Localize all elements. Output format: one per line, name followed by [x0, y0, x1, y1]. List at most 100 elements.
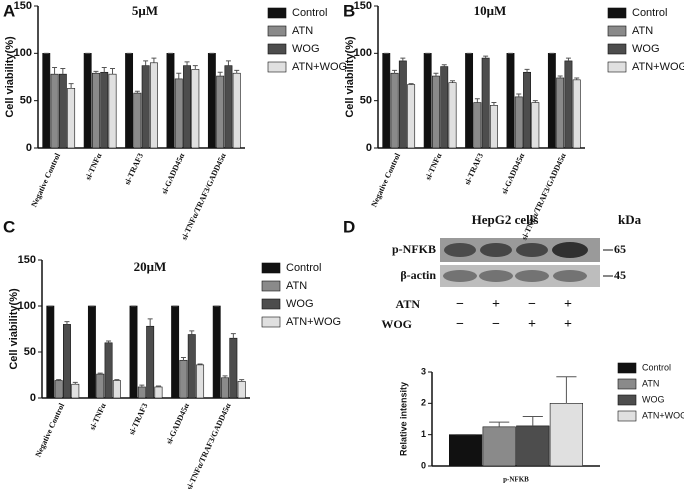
y-tick-label: 150	[354, 0, 372, 12]
bar	[62, 324, 71, 399]
y-axis-label: Cell viability(%)	[344, 36, 356, 118]
legend-label: Control	[292, 7, 327, 19]
error-bar	[151, 57, 157, 63]
bar	[191, 69, 200, 149]
bar	[50, 73, 59, 149]
band-kda: 45	[614, 268, 626, 282]
error-bar	[114, 379, 120, 381]
legend-label: ATN+WOG	[292, 61, 347, 73]
legend-swatch	[267, 7, 287, 19]
y-tick-label: 0	[421, 460, 426, 470]
treatment-sign: −	[456, 317, 464, 332]
bar	[133, 92, 142, 149]
error-bar	[222, 375, 228, 378]
bar	[154, 386, 163, 399]
error-bar	[234, 69, 240, 74]
legend-swatch	[607, 7, 627, 19]
y-tick-label: 100	[14, 47, 32, 59]
legend-label: Control	[632, 7, 667, 19]
x-tick-label: si-TRAF3	[123, 152, 145, 186]
bar	[146, 325, 155, 399]
chart-title: 10μM	[474, 3, 507, 18]
bar	[448, 434, 483, 467]
x-tick-label: si-TNFα	[423, 151, 443, 181]
panel-label: D	[343, 217, 355, 236]
legend-swatch	[617, 378, 637, 390]
bar	[432, 75, 440, 149]
y-tick-label: 2	[421, 398, 426, 408]
error-bar	[180, 357, 186, 361]
bar	[58, 73, 67, 149]
legend-label: WOG	[292, 43, 320, 55]
treatment-sign: −	[528, 297, 536, 312]
legend-swatch	[617, 410, 637, 422]
panel-label: A	[3, 1, 15, 20]
legend-swatch	[261, 280, 281, 292]
bar	[523, 71, 531, 149]
bar	[183, 65, 191, 149]
bar	[572, 79, 581, 149]
x-tick-label: Negative Control	[369, 151, 402, 208]
chart-title: 20μM	[134, 259, 167, 274]
bar	[564, 60, 573, 149]
error-bar	[408, 83, 414, 85]
legend-swatch	[261, 298, 281, 310]
bar	[71, 383, 80, 399]
blot-unit: kDa	[618, 212, 642, 227]
bar	[465, 53, 474, 149]
x-tick-label: p-NFKB	[503, 476, 529, 484]
error-bar	[192, 65, 198, 70]
bar	[423, 53, 432, 149]
bar	[166, 53, 175, 149]
blot-title: HepG2 cells	[472, 212, 539, 227]
bar	[207, 53, 216, 149]
x-tick-label: si-TNFα/TRAF3/GADD45α	[180, 151, 228, 241]
band-kda: 65	[614, 242, 626, 256]
error-bar	[147, 318, 153, 327]
error-bar	[189, 330, 195, 335]
legend-label: Control	[642, 362, 671, 372]
bar	[179, 359, 188, 399]
chart-title: 5μM	[132, 3, 158, 18]
bar	[237, 381, 246, 399]
legend-label: ATN+WOG	[642, 410, 684, 420]
error-bar	[197, 363, 203, 365]
error-bar	[155, 385, 161, 387]
error-bar	[450, 80, 456, 83]
x-tick-label: si-GADD45α	[500, 151, 527, 195]
legend-swatch	[261, 262, 281, 274]
bar	[547, 53, 556, 149]
y-axis-label: Relative intensity	[398, 382, 408, 456]
bar	[232, 72, 241, 149]
x-tick-label: si-TRAF3	[463, 152, 485, 186]
error-bar	[556, 376, 577, 404]
bar	[224, 65, 233, 149]
y-tick-label: 0	[366, 142, 372, 154]
error-bar	[139, 384, 145, 387]
legend-swatch	[617, 394, 637, 406]
bar	[390, 72, 399, 149]
bar	[108, 73, 117, 149]
bar	[104, 342, 113, 399]
y-tick-label: 50	[20, 95, 32, 107]
bar	[174, 78, 183, 149]
x-tick-label: si-GADD45α	[160, 151, 187, 195]
bar	[196, 364, 205, 399]
panel-label: B	[343, 1, 355, 20]
error-bar	[516, 93, 522, 97]
error-bar	[97, 372, 103, 375]
x-tick-label: Negative Control	[33, 401, 66, 458]
x-tick-label: si-TNFα/TRAF3/GADD45α	[184, 401, 232, 489]
bar	[398, 60, 407, 149]
error-bar	[64, 321, 70, 325]
bar	[549, 403, 583, 467]
x-tick-label: si-GADD45α	[164, 401, 191, 445]
y-tick-label: 0	[26, 142, 32, 154]
bar	[448, 82, 457, 149]
error-bar	[101, 67, 107, 73]
x-tick-label: si-TNFα	[88, 401, 108, 431]
bar	[187, 334, 196, 399]
legend-swatch	[267, 43, 287, 55]
treatment-sign: +	[528, 317, 536, 332]
